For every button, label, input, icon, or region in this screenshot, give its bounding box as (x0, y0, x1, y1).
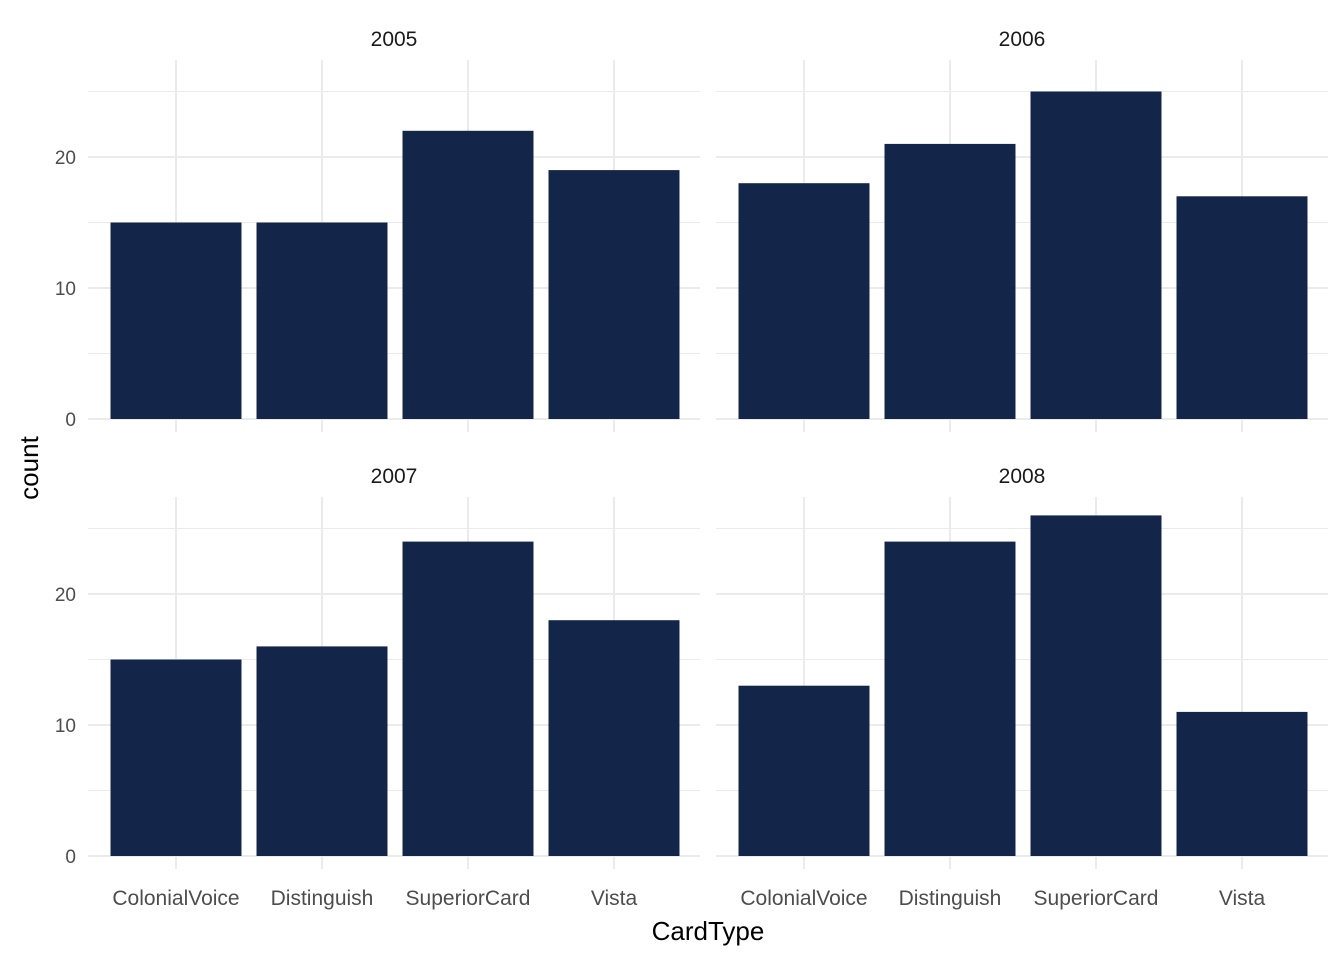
y-tick-label: 20 (55, 148, 76, 169)
facet-panel: 2006 (716, 28, 1328, 432)
x-tick-label: ColonialVoice (112, 887, 239, 910)
facet-panel: 2005 0 10 20 (55, 28, 700, 432)
bar-distinguish (256, 646, 388, 856)
y-tick-label: 0 (65, 847, 76, 868)
bar-distinguish (256, 222, 388, 419)
x-tick-label: SuperiorCard (1034, 887, 1159, 910)
x-tick-label: ColonialVoice (740, 887, 867, 910)
y-tick-label: 20 (55, 585, 76, 606)
bar-superiorcard (1030, 91, 1162, 419)
bar-distinguish (884, 541, 1016, 856)
facet-strip-label: 2005 (371, 28, 418, 51)
x-tick-label: SuperiorCard (406, 887, 531, 910)
bar-superiorcard (402, 541, 534, 856)
facet-strip-label: 2006 (999, 28, 1046, 51)
y-axis-title: count (14, 435, 44, 499)
bar-colonialvoice (738, 685, 870, 856)
bar-vista (1176, 196, 1308, 419)
facet-panel: 2008 ColonialVoice Distinguish SuperiorCard… (716, 465, 1328, 910)
bar-colonialvoice (110, 659, 242, 856)
x-tick-label: Distinguish (899, 887, 1002, 910)
facet-strip-label: 2008 (999, 465, 1046, 488)
bar-vista (1176, 711, 1308, 856)
x-tick-label: Vista (591, 887, 638, 910)
x-tick-label: Vista (1219, 887, 1266, 910)
y-tick-label: 10 (55, 716, 76, 737)
x-tick-label: Distinguish (271, 887, 374, 910)
bar-superiorcard (402, 130, 534, 420)
facet-panel: 2007 0 10 20 ColonialVoice Distinguish Superio… (55, 465, 700, 910)
bar-colonialvoice (110, 222, 242, 419)
bar-vista (548, 620, 680, 856)
y-tick-label: 10 (55, 279, 76, 300)
bar-distinguish (884, 143, 1016, 419)
bar-colonialvoice (738, 183, 870, 419)
bar-vista (548, 170, 680, 419)
x-axis-title: CardType (652, 916, 765, 946)
facet-strip-label: 2007 (371, 465, 418, 488)
bar-superiorcard (1030, 515, 1162, 856)
y-tick-label: 0 (65, 410, 76, 431)
